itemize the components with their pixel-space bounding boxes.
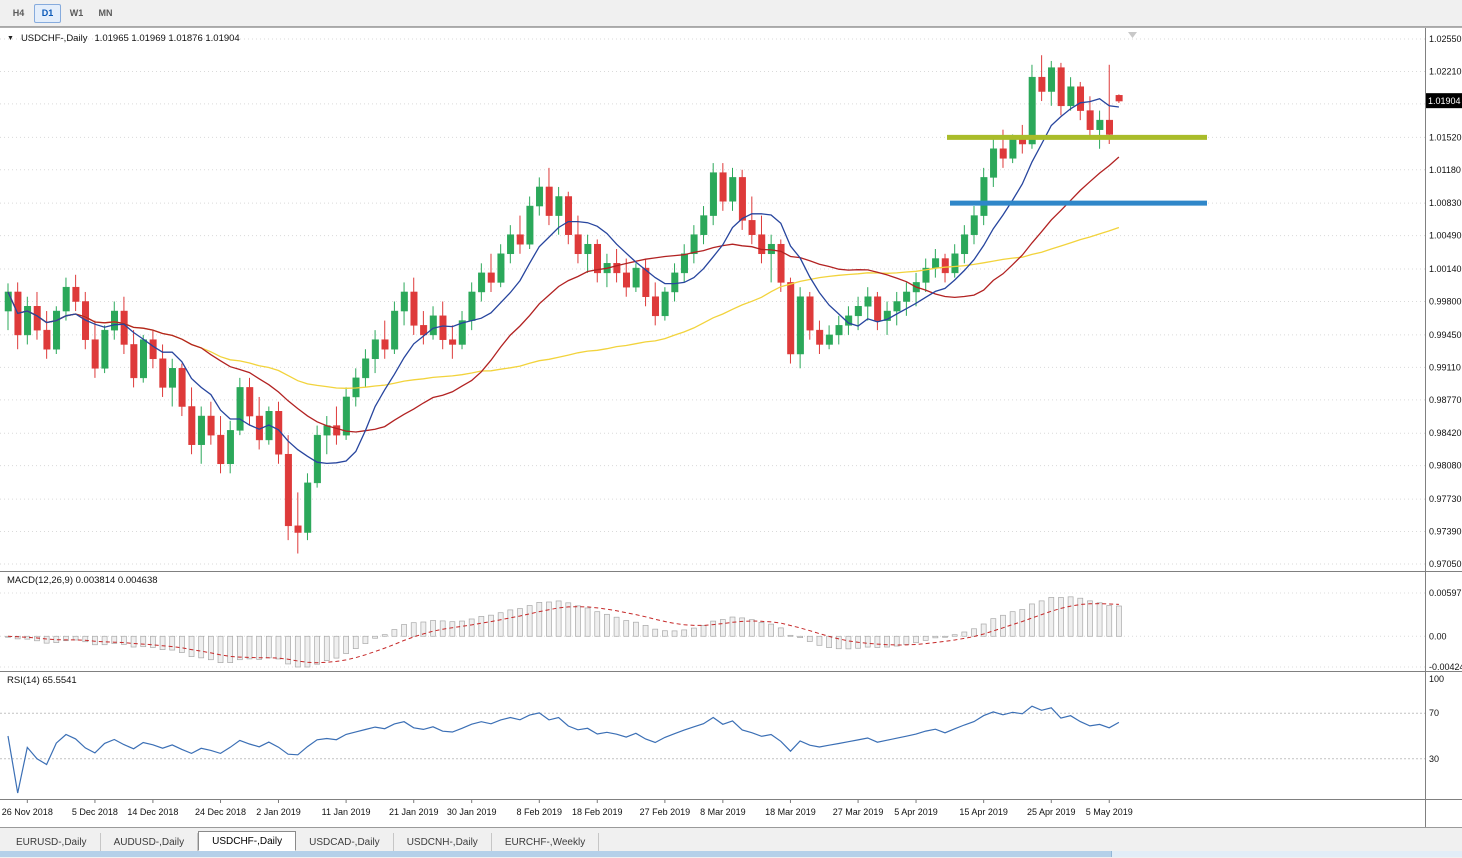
date-tick-label: 15 Apr 2019 (959, 807, 1008, 817)
price-tick-label: 0.98770 (1429, 395, 1462, 405)
date-tick-label: 11 Jan 2019 (322, 807, 371, 817)
price-tick-label: 1.01180 (1429, 165, 1461, 175)
date-tick-label: 8 Feb 2019 (517, 807, 563, 817)
chart-window[interactable]: 26 Nov 2018 5 Dec 2018 14 Dec 2018 24 Dec 2… (0, 27, 1462, 827)
date-tick-label: 18 Feb 2019 (572, 807, 623, 817)
ohlc-values: 1.01965 1.01969 1.01876 1.01904 (94, 33, 240, 44)
indicator-dropdown-icon[interactable]: ▼ (7, 35, 14, 42)
panes-background (0, 27, 1462, 827)
price-tick-label: 1.02210 (1429, 66, 1462, 76)
rsi-axis-labels: 100 70 30 (1429, 674, 1444, 764)
price-tick-label: 0.97050 (1429, 559, 1462, 569)
price-tick-label: 1.00140 (1429, 264, 1462, 274)
date-tick-label: 5 May 2019 (1086, 807, 1133, 817)
date-tick-label: 27 Feb 2019 (640, 807, 691, 817)
date-tick-label: 2 Jan 2019 (256, 807, 301, 817)
price-grid (0, 38, 1425, 565)
current-price-label: 1.01904 (1428, 96, 1461, 106)
price-tick-label: 0.99110 (1429, 362, 1461, 372)
pane-separators (0, 27, 1462, 827)
price-tick-label: 1.00830 (1429, 198, 1462, 208)
price-tick-label: 0.99450 (1429, 330, 1462, 340)
tab-eurusd-daily[interactable]: EURUSD-,Daily (3, 833, 101, 851)
tab-usdchf-daily[interactable]: USDCHF-,Daily (198, 831, 297, 851)
timeframe-mn-button[interactable]: MN (92, 4, 119, 23)
date-tick-label: 8 Mar 2019 (700, 807, 746, 817)
macd-tick-label: 0.00597 (1429, 588, 1462, 598)
rsi-indicator-label: RSI(14) 65.5541 (7, 675, 77, 686)
price-axis-labels: 1.025501.022101.018701.015201.011801.008… (1429, 34, 1462, 569)
chart-tabs-bar: EURUSD-,Daily AUDUSD-,Daily USDCHF-,Dail… (0, 827, 1462, 851)
rsi-tick-label: 30 (1429, 754, 1439, 764)
price-tick-label: 0.97390 (1429, 527, 1462, 537)
candlestick-chart[interactable]: 26 Nov 2018 5 Dec 2018 14 Dec 2018 24 Dec 2… (0, 27, 1462, 827)
macd-signal-line (7, 603, 1119, 664)
rsi-tick-label: 70 (1429, 708, 1439, 718)
date-tick-label: 24 Dec 2018 (195, 807, 246, 817)
date-tick-label: 25 Apr 2019 (1027, 807, 1076, 817)
tab-usdcnh-daily[interactable]: USDCNH-,Daily (394, 833, 492, 851)
date-axis-layer: 26 Nov 2018 5 Dec 2018 14 Dec 2018 24 Dec 2… (2, 799, 1133, 817)
price-tick-label: 1.00490 (1429, 231, 1462, 241)
price-tick-label: 0.98080 (1429, 461, 1462, 471)
scrollbar-thumb[interactable] (0, 851, 1113, 857)
horizontal-levels (947, 134, 1207, 206)
chart-legend: ▼ USDCHF-,Daily 1.01965 1.01969 1.01876 … (7, 33, 240, 44)
current-price-badge: 1.01904 (1425, 93, 1462, 109)
date-tick-label: 26 Nov 2018 (2, 807, 53, 817)
timeframe-h4-button[interactable]: H4 (5, 4, 32, 23)
price-tick-label: 1.02550 (1429, 34, 1462, 44)
tab-audusd-daily[interactable]: AUDUSD-,Daily (101, 833, 199, 851)
date-tick-label: 30 Jan 2019 (447, 807, 497, 817)
sma-fast-line (7, 97, 1119, 465)
candles-layer (4, 55, 1123, 554)
rsi-layer (0, 705, 1425, 794)
price-tick-label: 1.01520 (1429, 132, 1462, 142)
macd-tick-label: 0.00 (1429, 631, 1447, 641)
timeframe-toolbar: H4 D1 W1 MN (0, 0, 1462, 27)
date-tick-label: 5 Dec 2018 (72, 807, 118, 817)
price-tick-label: 0.97730 (1429, 494, 1462, 504)
date-tick-label: 5 Apr 2019 (894, 807, 938, 817)
macd-axis-labels: 0.00597 0.00 -0.00424 (1429, 588, 1462, 672)
timeframe-w1-button[interactable]: W1 (63, 4, 90, 23)
macd-layer (0, 592, 1425, 668)
scroll-to-end-marker (1128, 32, 1137, 38)
tab-usdcad-daily[interactable]: USDCAD-,Daily (296, 833, 394, 851)
moving-averages-layer (7, 97, 1120, 465)
horizontal-scrollbar[interactable] (0, 851, 1462, 857)
rsi-tick-label: 100 (1429, 674, 1444, 684)
price-tick-label: 0.99800 (1429, 297, 1462, 307)
date-tick-label: 18 Mar 2019 (765, 807, 816, 817)
rsi-line (7, 705, 1120, 794)
symbol-label: USDCHF-,Daily (20, 33, 88, 44)
date-tick-label: 21 Jan 2019 (389, 807, 439, 817)
timeframe-d1-button[interactable]: D1 (34, 3, 61, 23)
sma-mid-line (7, 156, 1120, 433)
macd-indicator-label: MACD(12,26,9) 0.003814 0.004638 (7, 575, 158, 586)
price-tick-label: 0.98420 (1429, 428, 1462, 438)
date-tick-label: 14 Dec 2018 (127, 807, 178, 817)
tab-eurchf-weekly[interactable]: EURCHF-,Weekly (492, 833, 600, 851)
date-tick-label: 27 Mar 2019 (833, 807, 884, 817)
macd-tick-label: -0.00424 (1429, 662, 1462, 672)
